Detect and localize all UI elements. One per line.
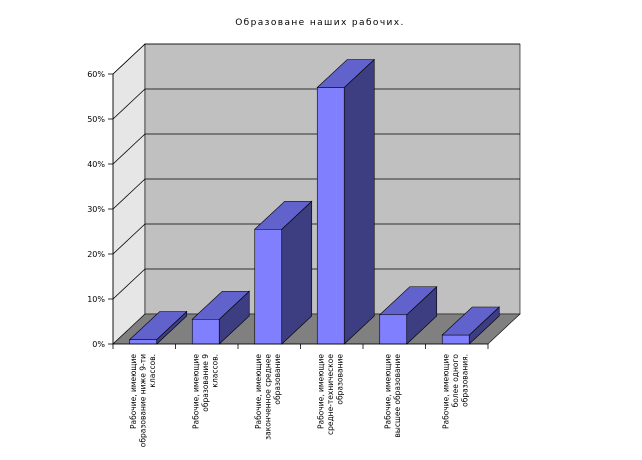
x-category-label-line: законченное среднее [263,354,272,440]
bar-top [191,290,251,320]
gridline [112,268,520,300]
bar-front [379,314,408,345]
bar [191,290,251,345]
x-category-label: законченное среднее [263,354,272,440]
y-tick-label: 30% [87,205,105,214]
x-category-label-line: высшее образование [393,354,402,438]
y-tick-label: 40% [87,160,105,169]
x-category-label: образования. [460,354,469,407]
x-category-label: классов. [210,354,219,388]
x-category-label-line: образования. [460,354,469,407]
y-tick-label: 20% [87,250,105,259]
x-category-label-line: Рабочие, имеющие [254,354,263,429]
x-category-label: образование [273,354,282,405]
gridline [112,178,520,210]
x-category-label: Рабочие, имеющие [254,354,263,429]
bar-front [441,334,470,345]
x-category-label-line: образование [273,354,282,405]
x-category-label-line: средне-техническое [326,354,335,435]
y-tick-label: 60% [87,70,105,79]
bars [128,58,501,345]
gridline [112,43,520,75]
y-tick-label: 50% [87,115,105,124]
y-tick-label: 0% [92,340,105,349]
bar-front [254,228,283,345]
x-category-label: высшее образование [393,354,402,438]
x-category-label: образование ниже 9-ти [138,354,147,447]
x-category-label: образование [335,354,344,405]
x-category-label-line: Рабочие, имеющие [191,354,200,429]
x-category-label-line: образование ниже 9-ти [138,354,147,447]
bar-front [129,339,158,345]
x-category-label-line: классов. [148,354,157,388]
x-category-label-line: образование 9 [201,354,210,412]
bar [378,286,438,345]
bar-side [343,58,375,345]
x-category-label-line: Рабочие, имеющие [316,354,325,429]
x-category-label: более одного [451,354,460,408]
plot-area: 0%10%20%30%40%50%60%Рабочие, имеющие обра… [87,43,521,447]
gridline [112,223,520,255]
x-category-label-line: Рабочие, имеющие [384,354,393,429]
gridline [112,88,520,120]
gridline [112,133,520,165]
bar-top [253,200,313,230]
x-category-label: классов. [148,354,157,388]
x-category-label-line: Рабочие, имеющие [441,354,450,429]
x-category-label: Рабочие, имеющие [316,354,325,429]
bar-top [316,59,376,88]
bar-top [128,311,188,340]
x-category-label: Рабочие, имеющие [191,354,200,429]
bar [316,58,376,345]
x-category-label: образование 9 [201,354,210,412]
x-category-label-line: Рабочие, имеющие [129,354,138,429]
bar-top [378,286,438,316]
bar [253,200,313,345]
bar [128,310,188,345]
x-category-label: Рабочие, имеющие [129,354,138,429]
bar-front [191,318,220,345]
bar-front [316,87,345,345]
y-tick-label: 10% [87,295,105,304]
x-category-label-line: более одного [451,354,460,408]
x-category-label: Рабочие, имеющие [384,354,393,429]
x-category-label-line: классов. [210,354,219,388]
x-category-label: средне-техническое [326,354,335,435]
chart-title: Образоване наших рабочих. [235,18,405,28]
x-category-label: Рабочие, имеющие [441,354,450,429]
bar-top [441,306,501,336]
bar [441,306,501,345]
x-category-label-line: образование [335,354,344,405]
